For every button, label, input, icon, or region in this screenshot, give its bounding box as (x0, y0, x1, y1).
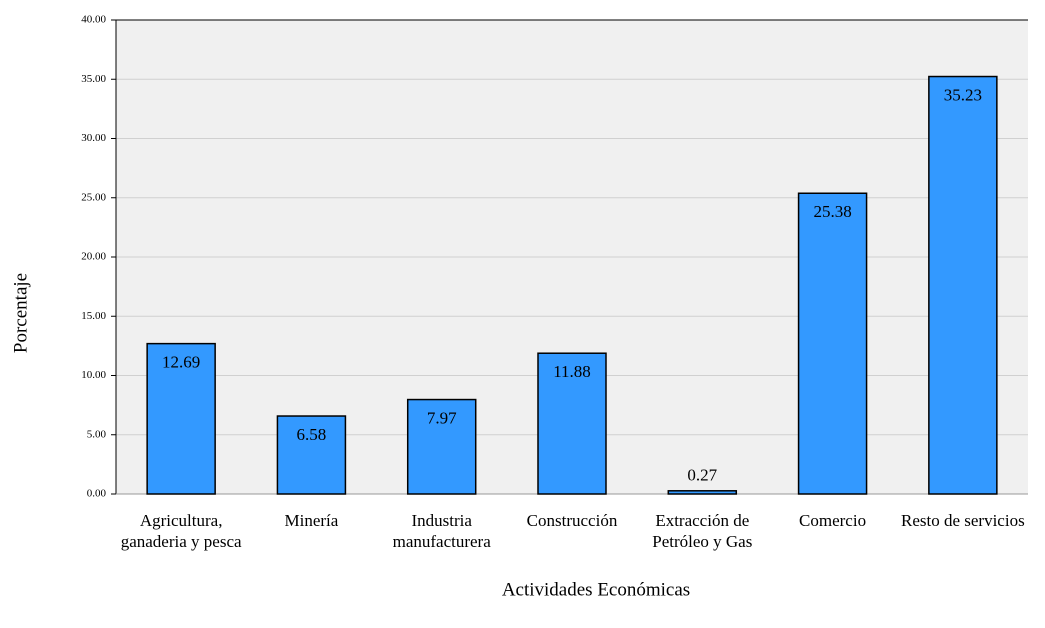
bar (276, 415, 347, 495)
bar (797, 192, 868, 495)
value-label: 35.23 (944, 85, 982, 104)
value-label: 0.27 (687, 466, 717, 485)
x-tick-label: Industria manufacturera (392, 511, 491, 551)
bar (537, 352, 607, 495)
value-label: 6.58 (297, 425, 327, 444)
bar (928, 75, 998, 495)
y-tick-label: 5.00 (87, 428, 107, 440)
y-tick-label: 15.00 (81, 310, 106, 322)
x-tick-label: Resto de servicios (900, 511, 1025, 530)
y-tick-label: 35.00 (81, 73, 106, 85)
bar (667, 490, 738, 495)
value-label: 25.38 (813, 202, 851, 221)
value-label: 11.88 (553, 362, 591, 381)
x-tick-label: Construcción (526, 511, 618, 530)
bar (146, 342, 216, 495)
y-tick-label: 0.00 (87, 488, 107, 500)
y-tick-label: 10.00 (81, 369, 106, 381)
y-tick-label: 40.00 (81, 14, 106, 26)
y-axis-title: Porcentaje (10, 273, 31, 353)
x-tick-label: Extracción de Petróleo y Gas (652, 511, 753, 551)
y-tick-label: 25.00 (81, 191, 106, 203)
y-tick-label: 30.00 (81, 132, 106, 144)
y-tick-label: 20.00 (81, 251, 106, 263)
bar (406, 398, 477, 495)
x-tick-label: Comercio (799, 511, 867, 530)
x-axis-title: Actividades Económicas (502, 579, 690, 600)
x-tick-label: Agricultura, ganaderia y pesca (120, 511, 242, 551)
x-tick-label: Minería (284, 511, 339, 530)
value-label: 7.97 (427, 408, 457, 427)
value-label: 12.69 (162, 353, 200, 372)
